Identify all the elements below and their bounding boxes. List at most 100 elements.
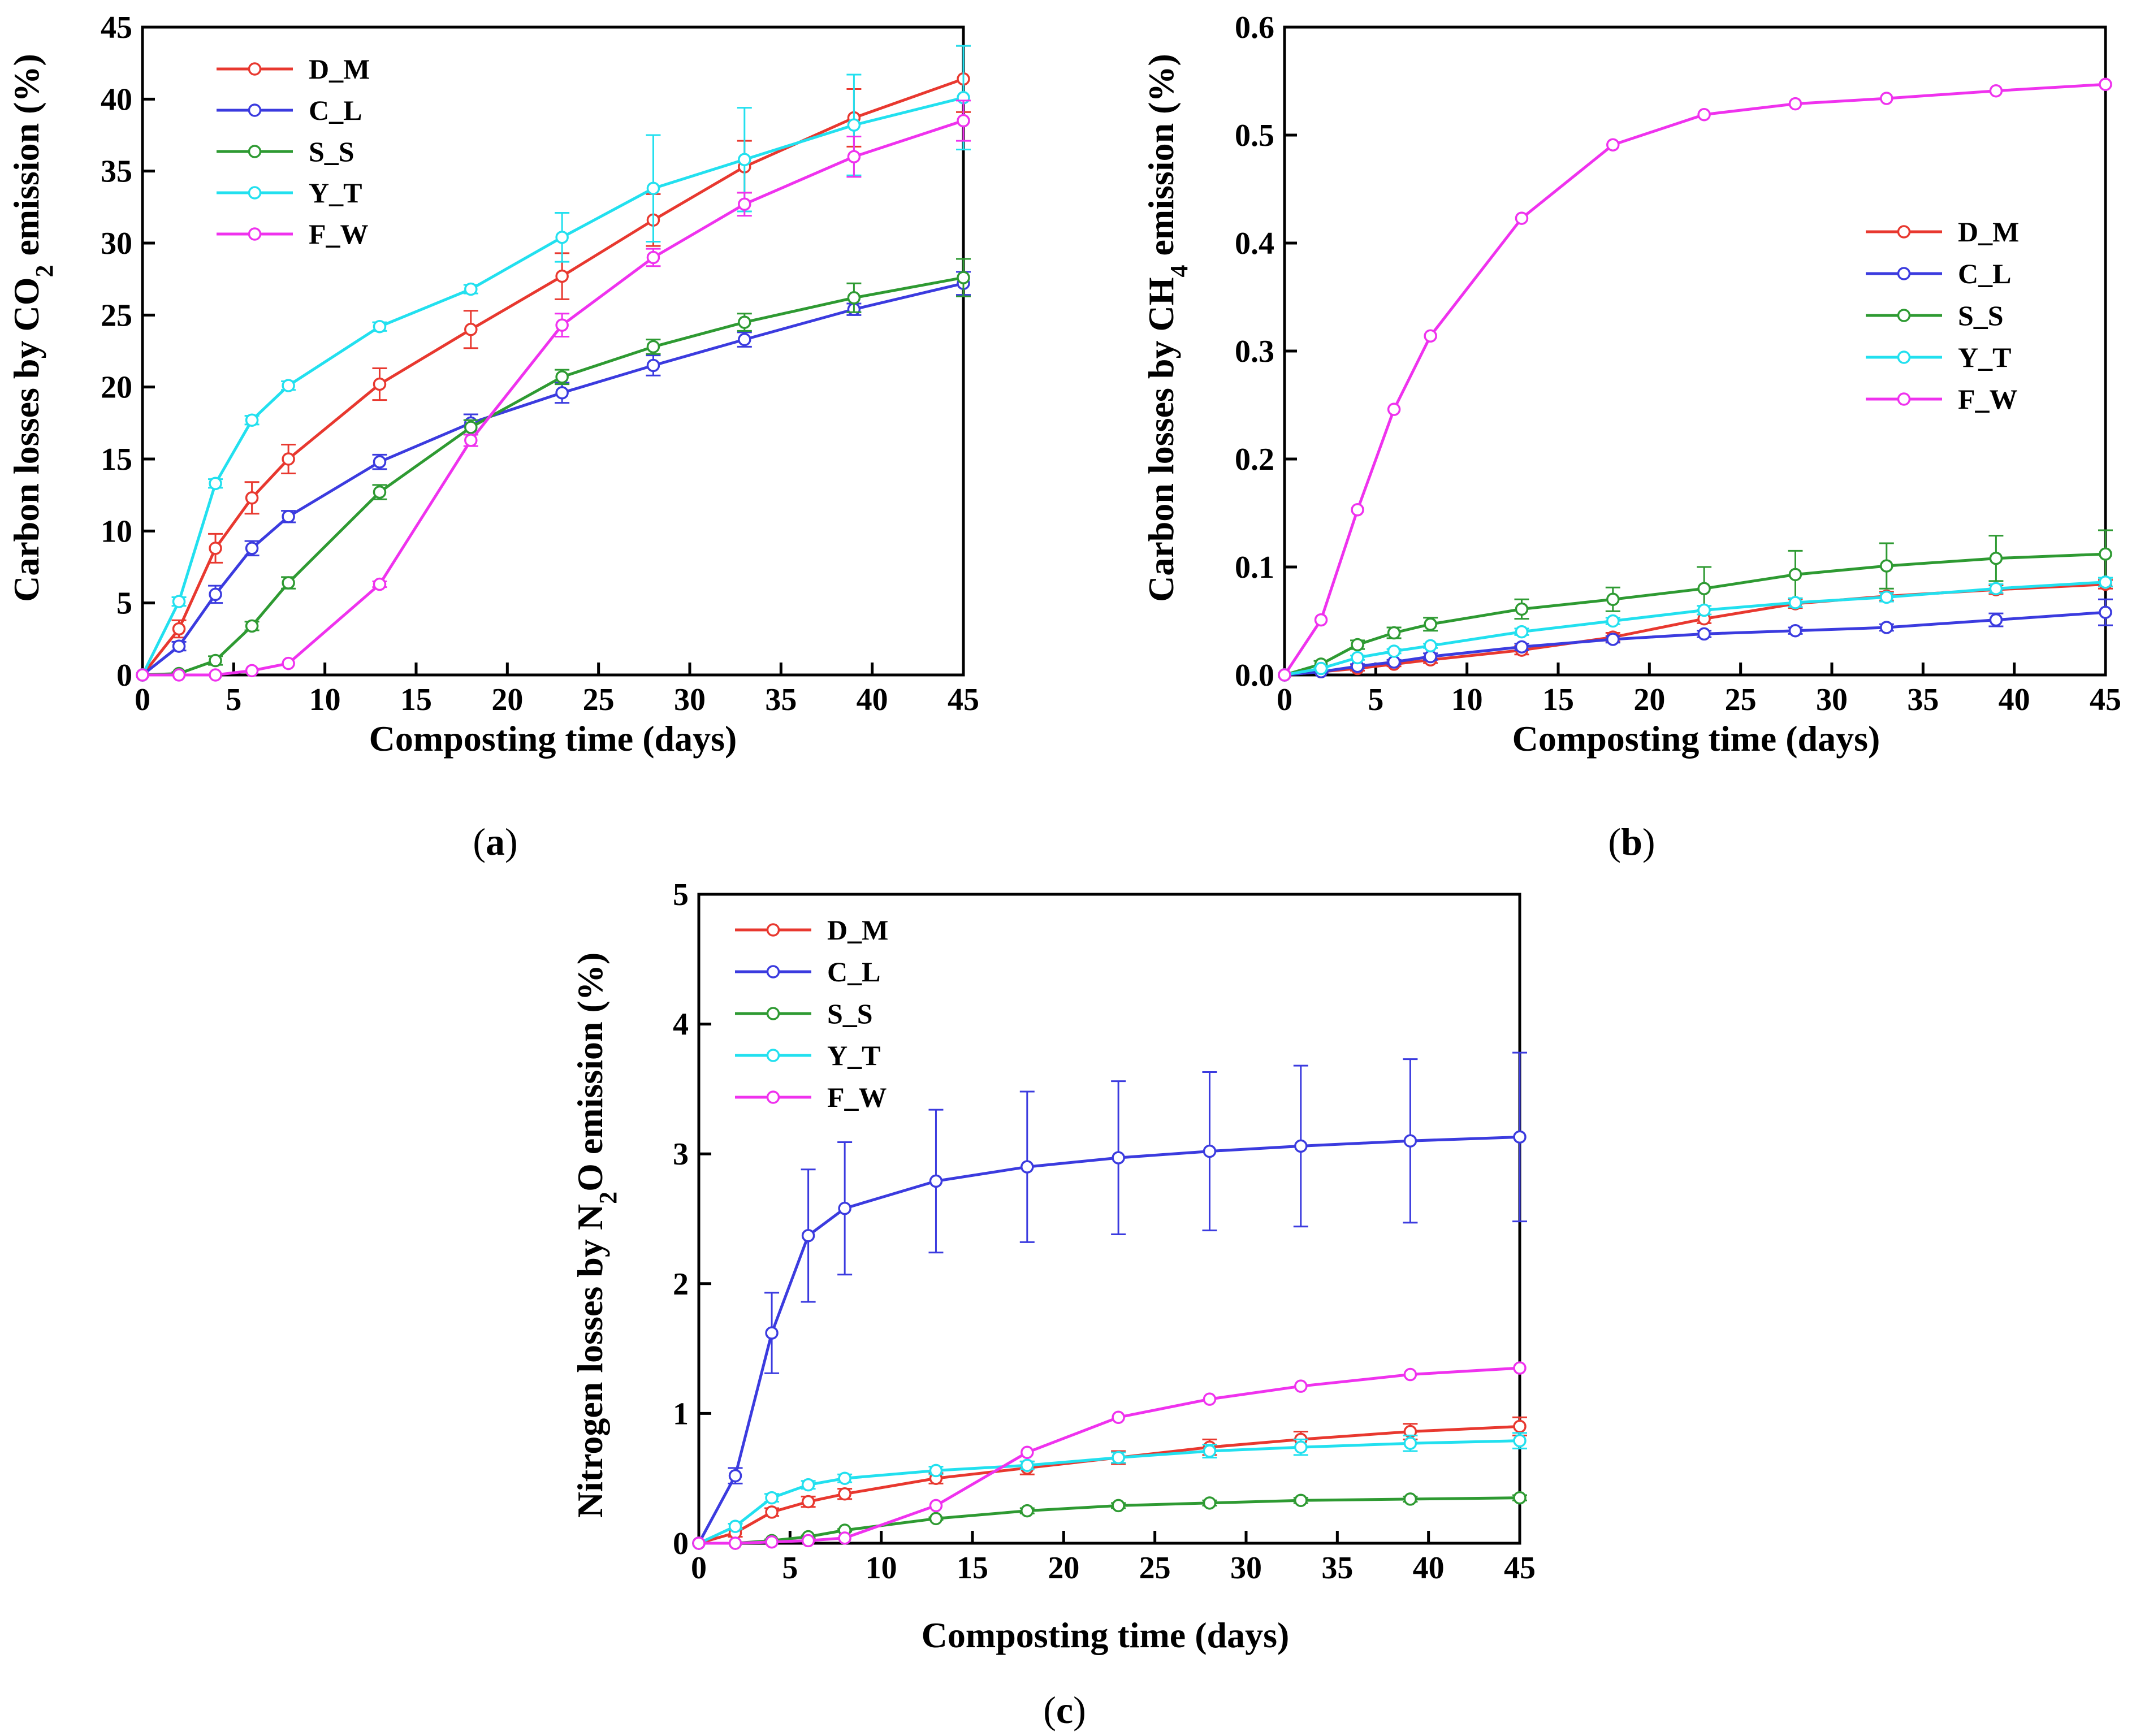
legend-swatch-marker <box>1897 225 1911 239</box>
data-point <box>245 619 259 633</box>
data-point <box>2099 547 2112 561</box>
panel-a-plot: 0 5 10 15 20 25 30 35 40 45 0 5 10 15 20 25 30 35 40 45 D_M C… <box>101 10 979 717</box>
panel-c-x-tick-label: 45 <box>1504 1551 1536 1586</box>
data-point <box>1351 638 1364 652</box>
data-point <box>738 315 751 329</box>
data-point <box>738 197 751 211</box>
legend-item-d-m: D_M <box>735 914 888 946</box>
data-point <box>801 1534 815 1548</box>
data-point <box>1989 613 2003 627</box>
panel-c-y-tick-label: 4 <box>673 1007 689 1042</box>
legend-item-c-l: C_L <box>735 956 880 988</box>
data-point <box>1351 503 1364 517</box>
panel-c: Nitrogen losses by N2O emission (%) Comp… <box>570 877 1536 1731</box>
data-point <box>1278 668 1291 682</box>
data-point <box>209 653 222 668</box>
panel-b-y-tick-label: 0.0 <box>1235 658 1274 693</box>
data-point <box>1021 1504 1034 1518</box>
panel-b-x-tick-label: 5 <box>1368 682 1383 717</box>
data-point <box>801 1495 815 1509</box>
legend-item-d-m: D_M <box>1866 216 2019 248</box>
data-point <box>1788 97 1802 111</box>
data-point <box>1112 1410 1125 1425</box>
panel-c-plot-frame <box>697 893 1521 1545</box>
panel-c-x-tick-label: 20 <box>1048 1551 1079 1586</box>
legend-swatch-marker <box>248 186 262 200</box>
legend-label: D_M <box>1958 216 2019 248</box>
data-point <box>282 379 295 392</box>
data-point <box>1989 582 2003 595</box>
panel-b-x-tick-label: 40 <box>1999 682 2030 717</box>
panel-b-legend: D_M C_L S_S Y_T F_W <box>1866 216 2019 415</box>
series-line <box>699 1366 1520 1545</box>
data-point <box>373 319 387 334</box>
panel-c-y-tick-label: 3 <box>673 1137 689 1172</box>
legend-item-y-t: Y_T <box>217 177 362 209</box>
data-point <box>136 668 149 682</box>
data-point <box>1294 1379 1308 1393</box>
panel-a-x-tick-label: 40 <box>857 682 888 717</box>
panel-a-y-tick-label: 20 <box>101 370 132 405</box>
data-point <box>172 639 186 653</box>
data-point <box>1880 559 1893 573</box>
data-point <box>1294 1139 1308 1153</box>
panel-a-x-tick-label: 10 <box>309 682 341 717</box>
panel-a-x-tick-label: 30 <box>674 682 706 717</box>
data-point <box>1697 107 1711 122</box>
legend-swatch-marker <box>1897 309 1911 322</box>
data-point <box>765 1491 779 1505</box>
data-point <box>1294 1440 1308 1454</box>
data-point <box>1697 627 1711 641</box>
data-point <box>801 1478 815 1492</box>
data-point <box>1387 626 1401 640</box>
legend-label: D_M <box>309 53 370 85</box>
data-point <box>1606 633 1620 646</box>
panel-a-x-tick-label: 20 <box>491 682 523 717</box>
legend-label: Y_T <box>309 177 362 209</box>
data-point <box>929 1464 943 1478</box>
data-point <box>555 370 569 384</box>
data-point <box>555 318 569 332</box>
data-point <box>1515 640 1529 654</box>
data-point <box>209 542 222 555</box>
panel-c-y-tick-label: 5 <box>673 877 689 912</box>
data-point <box>1989 551 2003 565</box>
panel-c-x-tick-label: 35 <box>1321 1551 1353 1586</box>
data-point <box>1403 1134 1417 1148</box>
data-point <box>464 282 478 296</box>
data-point <box>1424 650 1437 664</box>
panel-a-y-axis-label: Carbon losses by CO2 emission (%) <box>6 54 58 602</box>
data-point <box>1513 1419 1527 1434</box>
data-point <box>957 114 970 128</box>
series-line <box>1284 552 2106 677</box>
legend-item-y-t: Y_T <box>1866 341 2011 373</box>
panel-a-x-tick-label: 35 <box>765 682 797 717</box>
panel-c-x-tick-label: 25 <box>1139 1551 1171 1586</box>
panel-b-x-tick-label: 10 <box>1451 682 1483 717</box>
data-point <box>1203 1444 1217 1458</box>
data-point <box>838 1487 851 1501</box>
data-point <box>1697 603 1711 617</box>
panel-b-x-tick-label: 15 <box>1542 682 1574 717</box>
data-point <box>1403 1492 1417 1506</box>
data-point <box>209 477 222 491</box>
panel-a-x-tick-label: 15 <box>400 682 432 717</box>
data-point <box>1513 1361 1527 1375</box>
data-point <box>1424 639 1437 653</box>
panel-b-y-axis-label: Carbon losses by CH4 emission (%) <box>1141 54 1193 602</box>
data-point <box>1112 1499 1125 1513</box>
panel-a-series-s-s <box>136 258 971 682</box>
panel-a-y-tick-label: 15 <box>101 442 132 477</box>
panel-a-series-d-m <box>136 45 971 682</box>
panel-a-x-tick-label: 25 <box>583 682 615 717</box>
legend-swatch-marker <box>766 965 780 979</box>
data-point <box>464 421 478 434</box>
data-point <box>1112 1451 1125 1465</box>
legend-swatch-marker <box>766 1049 780 1062</box>
data-point <box>1203 1144 1217 1158</box>
data-point <box>1880 621 1893 634</box>
data-point <box>1515 625 1529 639</box>
data-point <box>801 1229 815 1243</box>
data-point <box>1387 644 1401 658</box>
